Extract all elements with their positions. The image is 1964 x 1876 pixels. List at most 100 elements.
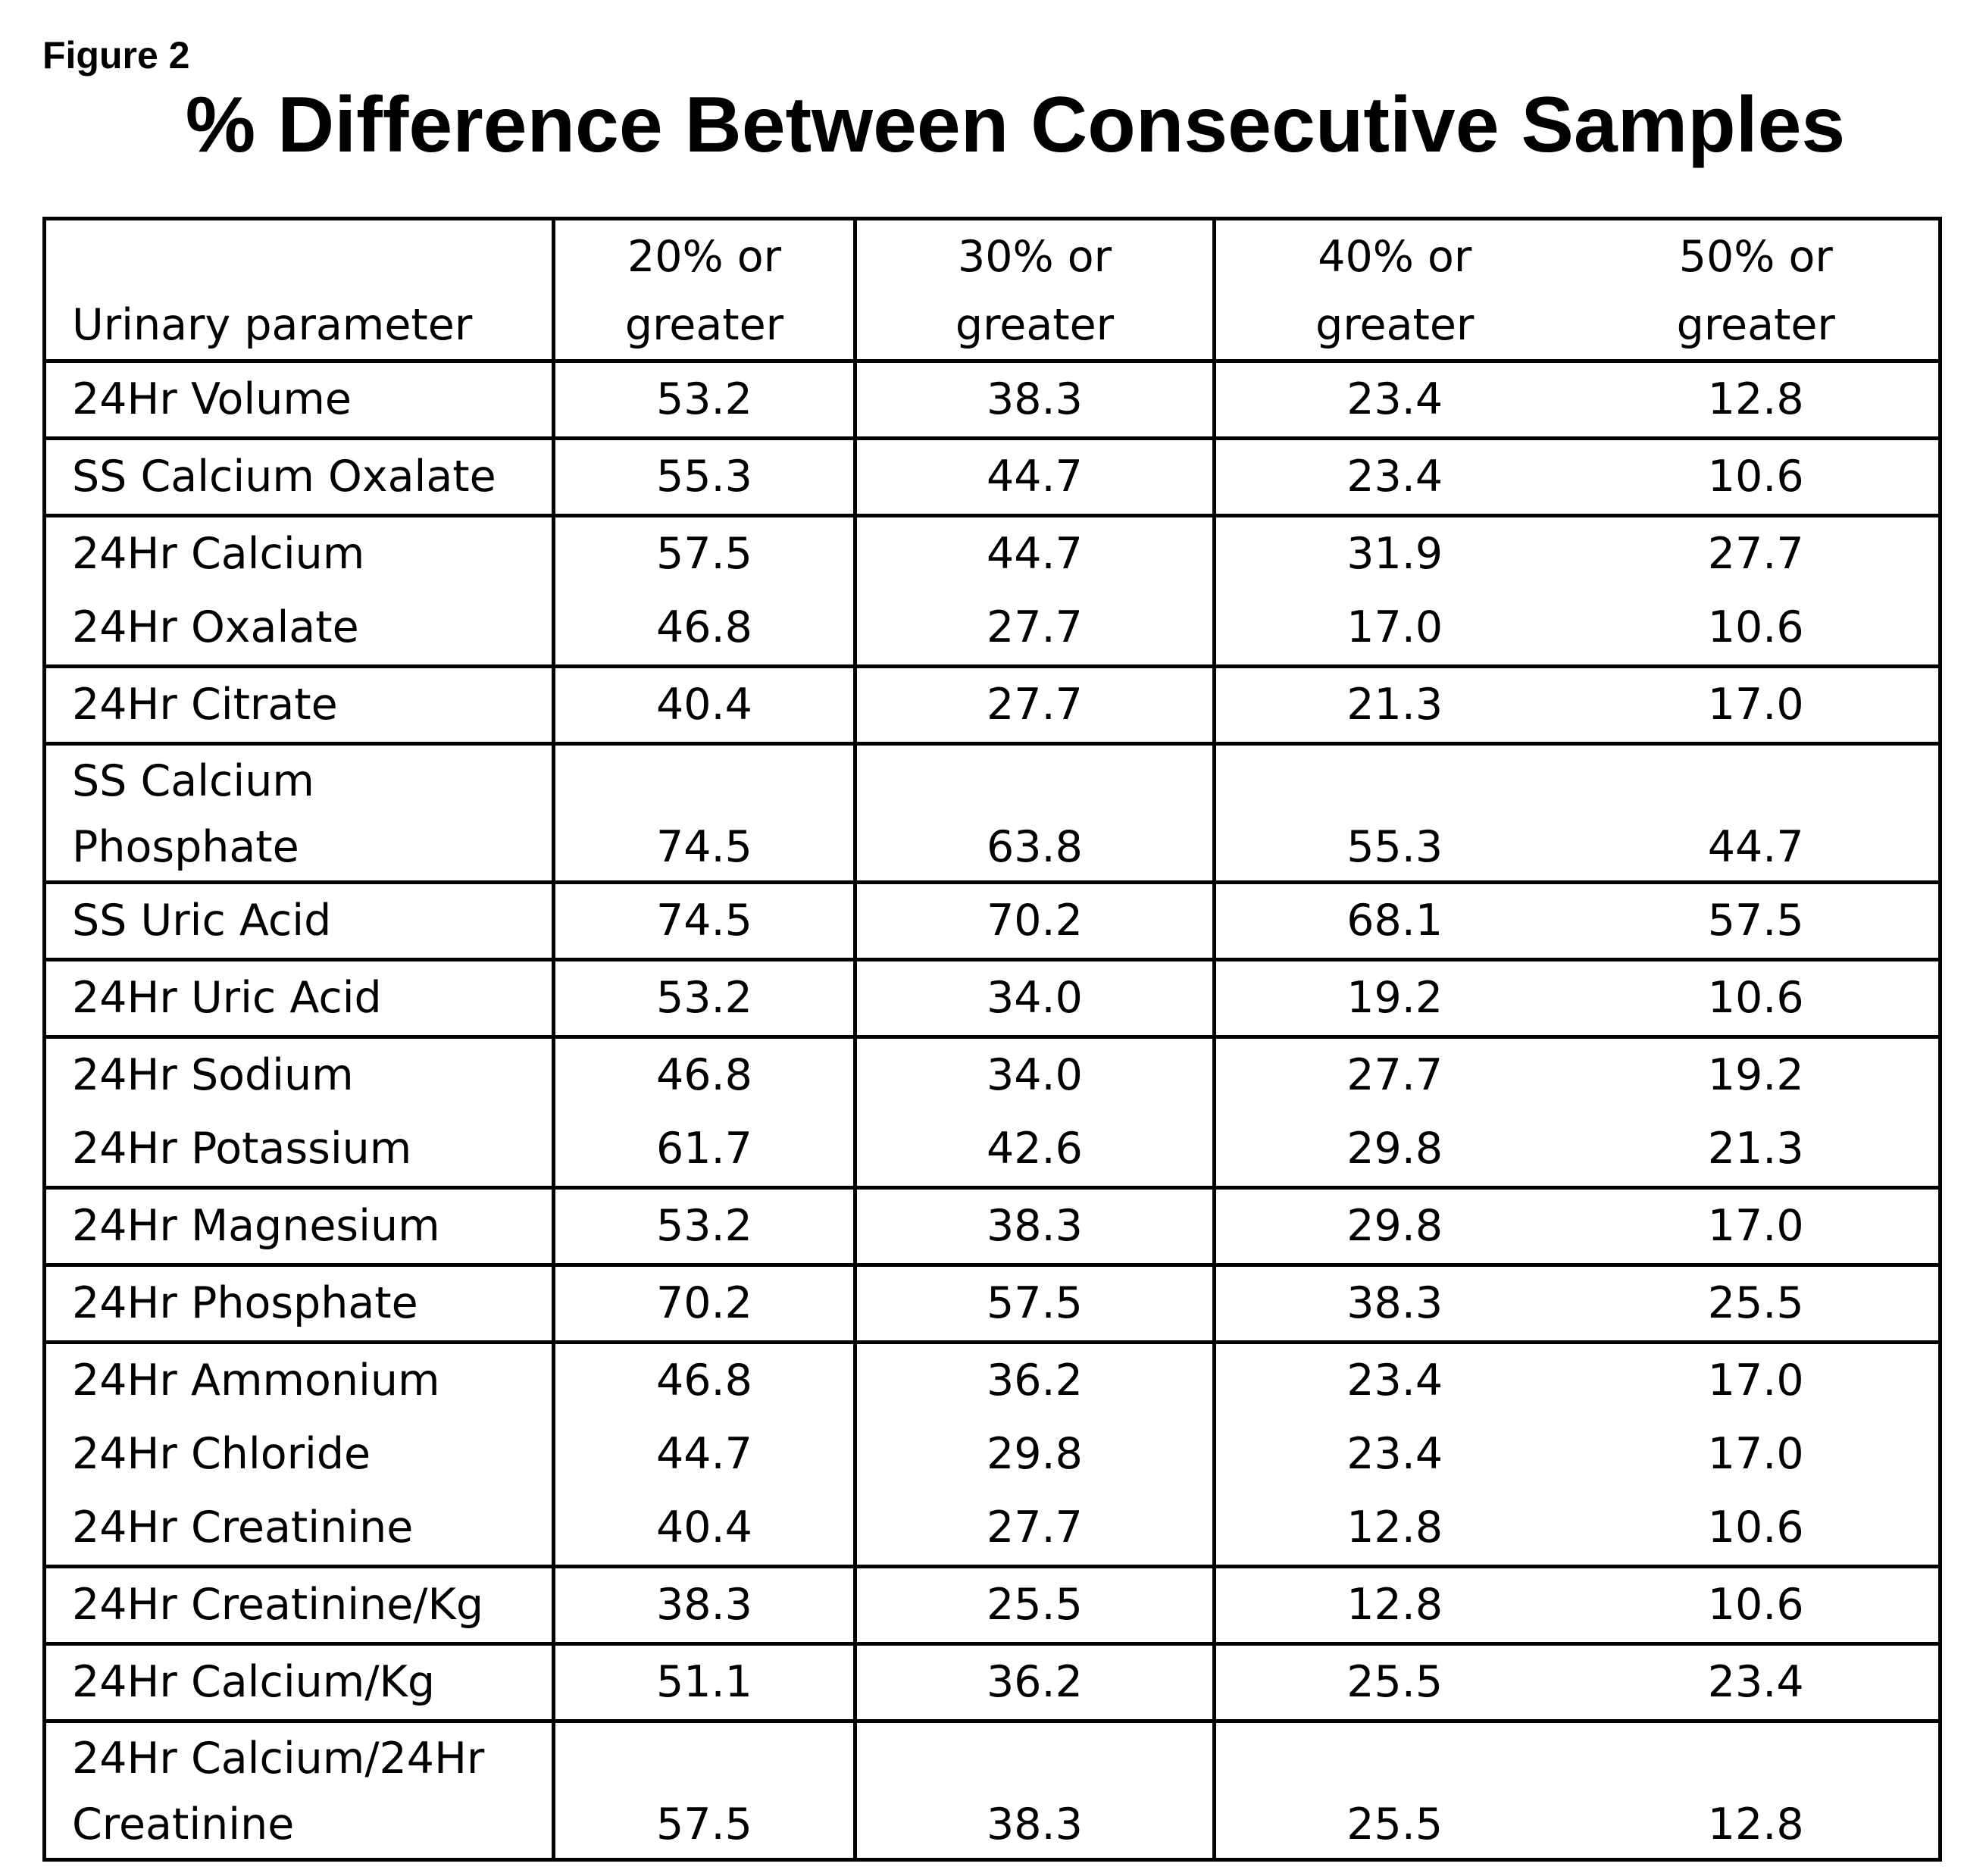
column-header-4: 50% or greater [1573, 217, 1942, 363]
parameter-name-cell: 24Hr Oxalate [42, 591, 555, 668]
parameter-name: 24Hr Ammonium [72, 1355, 440, 1405]
value-cell: 29.8 [855, 1418, 1216, 1491]
value-cell: 17.0 [1573, 1342, 1942, 1418]
parameter-name: Phosphate [72, 822, 299, 872]
table-row: 24Hr Creatinine/Kg 38.3 25.5 12.8 10.6 [42, 1566, 1942, 1646]
value-cell: 10.6 [1573, 591, 1942, 668]
table-row: 24Hr Oxalate 46.8 27.7 17.0 10.6 [42, 591, 1942, 668]
value-cell: 55.3 [1214, 743, 1574, 884]
value-cell: 34.0 [855, 1036, 1216, 1112]
column-header-line: 30% or [957, 232, 1112, 282]
value-cell: 27.7 [855, 1491, 1216, 1568]
table-row: 24Hr Potassium 61.7 42.6 29.8 21.3 [42, 1112, 1942, 1190]
table-title: % Difference Between Consecutive Samples [185, 81, 1846, 169]
table-row: 24Hr Calcium/Kg 51.1 36.2 25.5 23.4 [42, 1643, 1942, 1723]
value-cell: 29.8 [1214, 1112, 1574, 1190]
parameter-name-cell: 24Hr Creatinine/Kg [42, 1566, 555, 1646]
parameter-name-cell: 24Hr Ammonium [42, 1342, 555, 1418]
parameter-name-cell: 24Hr Calcium [42, 515, 555, 591]
value-cell: 38.3 [855, 1721, 1216, 1862]
parameter-name-cell: SS Calcium Phosphate [42, 743, 555, 884]
value-cell: 25.5 [855, 1566, 1216, 1646]
value-cell: 36.2 [855, 1643, 1216, 1723]
parameter-name: 24Hr Magnesium [72, 1201, 440, 1251]
column-header-line: greater [1315, 300, 1475, 350]
value-cell: 25.5 [1214, 1721, 1574, 1862]
parameter-name-cell: 24Hr Potassium [42, 1112, 555, 1190]
value-cell: 51.1 [553, 1643, 857, 1723]
value-cell: 44.7 [855, 438, 1216, 517]
parameter-name-cell: SS Uric Acid [42, 882, 555, 961]
data-table-container: Urinary parameter 20% or greater 30% or grea… [42, 217, 1942, 1862]
value-cell: 23.4 [1214, 361, 1574, 440]
value-cell: 57.5 [553, 1721, 857, 1862]
value-cell: 36.2 [855, 1342, 1216, 1418]
column-header-line: Urinary parameter [72, 300, 473, 350]
parameter-name-cell: 24Hr Chloride [42, 1418, 555, 1491]
value-cell: 42.6 [855, 1112, 1216, 1190]
parameter-name-cell: SS Calcium Oxalate [42, 438, 555, 517]
value-cell: 25.5 [1214, 1643, 1574, 1723]
value-cell: 44.7 [553, 1418, 857, 1491]
table-row: SS Calcium Phosphate 74.5 63.8 55.3 44.7 [42, 743, 1942, 884]
value-cell: 70.2 [553, 1265, 857, 1344]
parameter-name-cell: 24Hr Phosphate [42, 1265, 555, 1344]
parameter-name: 24Hr Oxalate [72, 602, 359, 652]
table-row: SS Uric Acid 74.5 70.2 68.1 57.5 [42, 882, 1942, 961]
value-cell: 10.6 [1573, 1566, 1942, 1646]
value-cell: 53.2 [553, 959, 857, 1039]
parameter-name: 24Hr Calcium/24Hr [72, 1734, 485, 1784]
table-row: 24Hr Citrate 40.4 27.7 21.3 17.0 [42, 666, 1942, 746]
parameter-name-cell: 24Hr Calcium/24Hr Creatinine [42, 1721, 555, 1862]
column-header-parameter: Urinary parameter [42, 217, 555, 363]
parameter-name: 24Hr Phosphate [72, 1278, 418, 1328]
value-cell: 38.3 [855, 361, 1216, 440]
table-row: 24Hr Magnesium 53.2 38.3 29.8 17.0 [42, 1187, 1942, 1267]
value-cell: 46.8 [553, 591, 857, 668]
table-row: 24Hr Phosphate 70.2 57.5 38.3 25.5 [42, 1265, 1942, 1344]
parameter-name: SS Calcium Oxalate [72, 452, 496, 502]
value-cell: 63.8 [855, 743, 1216, 884]
value-cell: 27.7 [1346, 1050, 1443, 1100]
column-header-line: 20% or [627, 232, 782, 282]
table-row: 24Hr Uric Acid 53.2 34.0 19.2 10.6 [42, 959, 1942, 1039]
value-cell: 17.0 [1573, 1418, 1942, 1491]
parameter-name: 24Hr Sodium [72, 1050, 354, 1100]
value-cell: 17.0 [1573, 1187, 1942, 1267]
parameter-name: 24Hr Chloride [72, 1429, 371, 1479]
value-cell: 46.8 [553, 1036, 857, 1112]
column-header-3: 40% or greater [1214, 217, 1574, 363]
parameter-name: 24Hr Calcium/Kg [72, 1657, 436, 1707]
value-cell: 17.0 [1214, 591, 1574, 668]
value-cell: 23.4 [1346, 1429, 1443, 1479]
value-cell: 31.9 [1346, 529, 1443, 579]
parameter-name: 24Hr Potassium [72, 1124, 412, 1174]
table-row: 24Hr Sodium 46.8 34.0 27.7 19.2 [42, 1036, 1942, 1112]
value-cell: 55.3 [553, 438, 857, 517]
table-row: 24Hr Volume 53.2 38.3 23.4 12.8 [42, 361, 1942, 440]
column-header-line: greater [1676, 300, 1835, 350]
column-header-line: greater [624, 300, 784, 350]
value-cell: 34.0 [855, 959, 1216, 1039]
parameter-name-cell: 24Hr Volume [42, 361, 555, 440]
value-cell: 10.6 [1573, 438, 1942, 517]
value-cell: 23.4 [1346, 1355, 1443, 1405]
value-cell: 74.5 [553, 882, 857, 961]
value-cell: 46.8 [553, 1342, 857, 1418]
value-cell: 10.6 [1573, 959, 1942, 1039]
column-header-1: 20% or greater [553, 217, 857, 363]
parameter-name: 24Hr Citrate [72, 680, 338, 730]
column-header-line: 40% or [1318, 232, 1472, 282]
value-cell: 12.8 [1573, 361, 1942, 440]
value-cell: 27.7 [1573, 515, 1942, 591]
parameter-name: 24Hr Uric Acid [72, 973, 382, 1023]
column-header-2: 30% or greater [855, 217, 1216, 363]
value-cell: 70.2 [855, 882, 1216, 961]
value-cell: 19.2 [1214, 959, 1574, 1039]
table-row: 24Hr Creatinine 40.4 27.7 12.8 10.6 [42, 1491, 1942, 1568]
parameter-name-cell: 24Hr Calcium/Kg [42, 1643, 555, 1723]
value-cell: 19.2 [1573, 1036, 1942, 1112]
parameter-name: 24Hr Creatinine/Kg [72, 1580, 484, 1630]
value-cell: 68.1 [1214, 882, 1574, 961]
value-cell: 38.3 [855, 1187, 1216, 1267]
